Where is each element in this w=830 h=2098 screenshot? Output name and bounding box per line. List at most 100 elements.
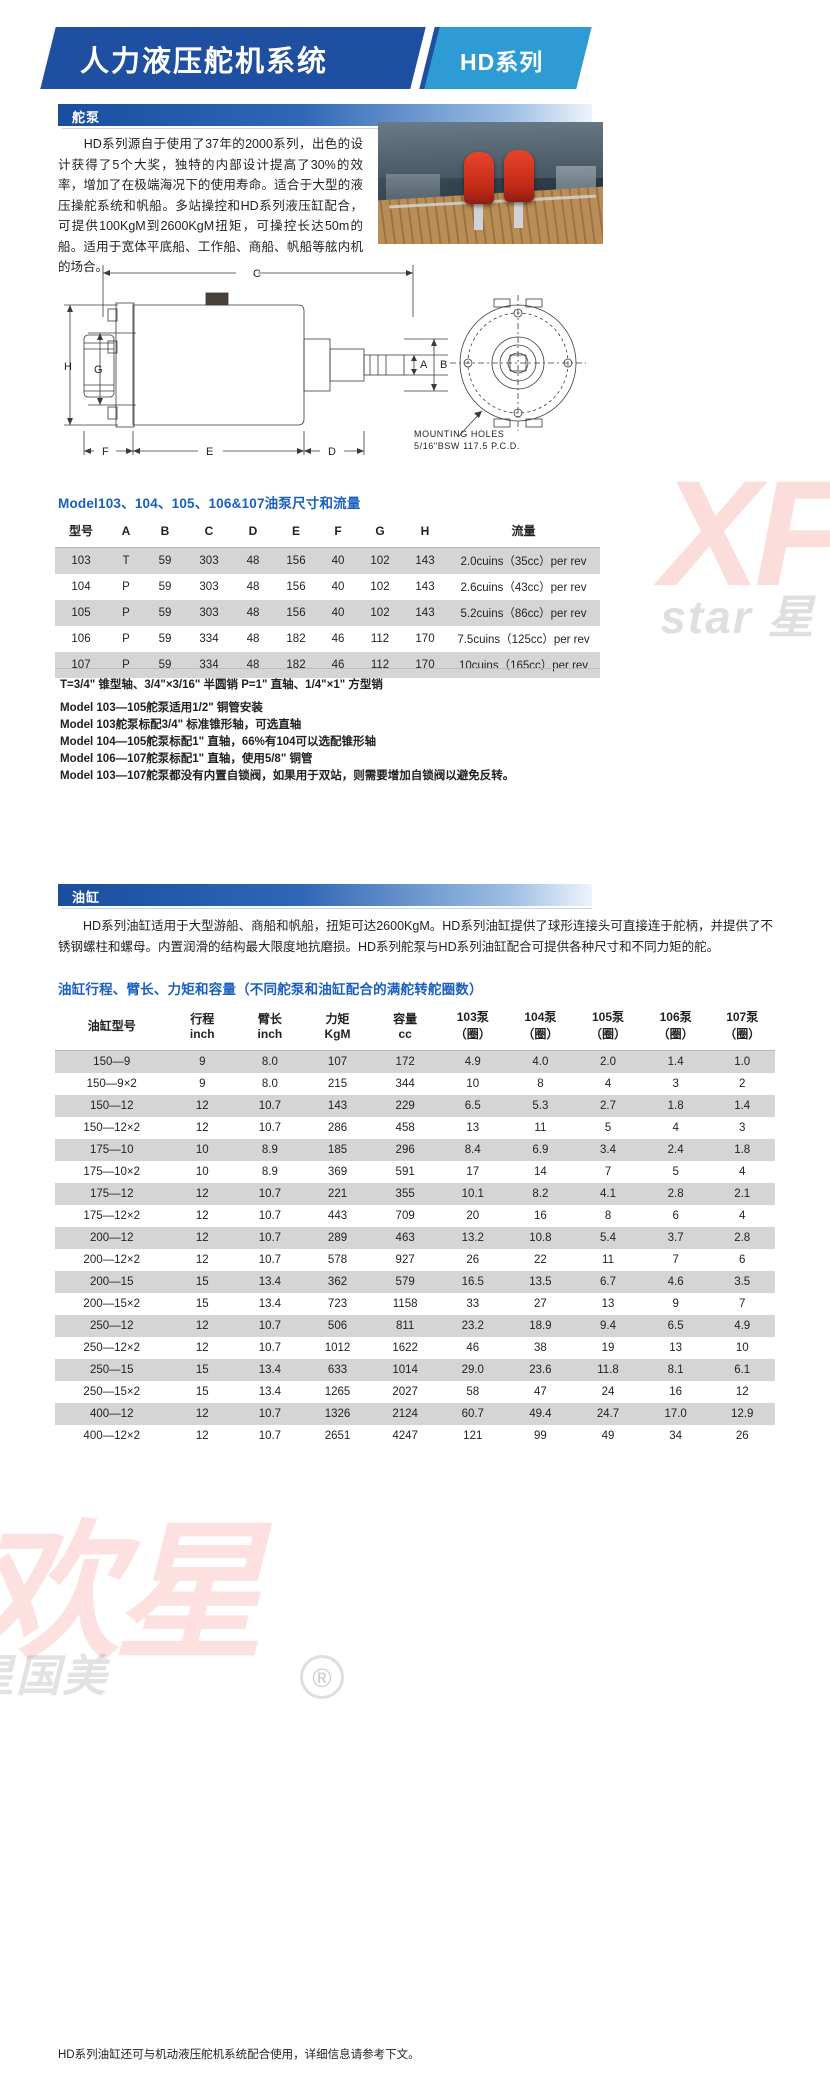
cyl-cell-r17-c4: 4247 bbox=[371, 1425, 439, 1447]
cyl-cell-r7-c2: 10.7 bbox=[236, 1205, 304, 1227]
cyl-cell-r5-c2: 8.9 bbox=[236, 1161, 304, 1183]
cyl-cell-r3-c6: 11 bbox=[506, 1117, 575, 1139]
cyl-cell-r2-c8: 1.8 bbox=[641, 1095, 710, 1117]
cyl-cell-r17-c7: 49 bbox=[574, 1425, 642, 1447]
pump-cell-r2-c2: 59 bbox=[145, 600, 185, 626]
cylinder-table-header-8: 106泵 （圈） bbox=[641, 1002, 710, 1051]
cyl-cell-r5-c0: 175—10×2 bbox=[55, 1161, 169, 1183]
cyl-cell-r7-c3: 443 bbox=[303, 1205, 372, 1227]
table-row: 107 P 59 334 48 182 46 112 170 10cuins（165cc）per … bbox=[55, 652, 600, 678]
table-row: 175—10 10 8.9 185 296 8.4 6.9 3.4 2.4 1.8 bbox=[55, 1139, 775, 1161]
cyl-cell-r7-c0: 175—12×2 bbox=[55, 1205, 169, 1227]
cyl-cell-r6-c1: 12 bbox=[168, 1183, 237, 1205]
pump-cell-r3-c9: 7.5cuins（125cc）per rev bbox=[447, 626, 600, 652]
cyl-cell-r11-c7: 13 bbox=[574, 1293, 642, 1315]
cyl-cell-r0-c9: 1.0 bbox=[709, 1050, 775, 1073]
cyl-cell-r6-c4: 355 bbox=[371, 1183, 439, 1205]
pump-table: 型号 A B C D E F G H 流量 103 T 59 303 48 156 40 102 143 2.0cu… bbox=[55, 516, 600, 678]
cyl-cell-r8-c1: 12 bbox=[168, 1227, 237, 1249]
cyl-cell-r16-c8: 17.0 bbox=[641, 1403, 710, 1425]
pump-table-header-8: H bbox=[403, 516, 447, 548]
cyl-cell-r16-c7: 24.7 bbox=[574, 1403, 642, 1425]
cyl-cell-r7-c5: 20 bbox=[438, 1205, 507, 1227]
pump-cell-r2-c3: 303 bbox=[185, 600, 233, 626]
table-row: 103 T 59 303 48 156 40 102 143 2.0cuins（35cc）per … bbox=[55, 547, 600, 574]
cyl-cell-r17-c8: 34 bbox=[641, 1425, 710, 1447]
cyl-cell-r13-c2: 10.7 bbox=[236, 1337, 304, 1359]
pump-table-header-0: 型号 bbox=[55, 516, 107, 548]
cyl-cell-r10-c4: 579 bbox=[371, 1271, 439, 1293]
cyl-cell-r6-c3: 221 bbox=[303, 1183, 372, 1205]
cyl-cell-r13-c8: 13 bbox=[641, 1337, 710, 1359]
cyl-cell-r8-c6: 10.8 bbox=[506, 1227, 575, 1249]
cyl-cell-r2-c3: 143 bbox=[303, 1095, 372, 1117]
photo-helm-seat-1 bbox=[464, 152, 494, 204]
cylinder-header-line2: （圈） bbox=[454, 1027, 491, 1041]
cyl-cell-r0-c8: 1.4 bbox=[641, 1050, 710, 1073]
cylinder-header-line2: （圈） bbox=[724, 1027, 761, 1041]
pump-note-2: Model 104—105舵泵标配1" 直轴，66%有104可以选配锥形轴 bbox=[60, 736, 377, 748]
cyl-cell-r13-c4: 1622 bbox=[371, 1337, 439, 1359]
pump-cell-r3-c8: 170 bbox=[403, 626, 447, 652]
cylinder-header-line1: 臂长 bbox=[257, 1011, 282, 1026]
cyl-cell-r12-c1: 12 bbox=[168, 1315, 237, 1337]
table-row: 105 P 59 303 48 156 40 102 143 5.2cuins（86cc）per … bbox=[55, 600, 600, 626]
pump-table-divider bbox=[55, 668, 600, 669]
cyl-cell-r14-c2: 13.4 bbox=[236, 1359, 304, 1381]
cyl-cell-r17-c2: 10.7 bbox=[236, 1425, 304, 1447]
cyl-cell-r9-c7: 11 bbox=[574, 1249, 642, 1271]
cyl-cell-r12-c4: 811 bbox=[371, 1315, 439, 1337]
table-row: 400—12 12 10.7 1326 2124 60.7 49.4 24.7 17.0 12.9 bbox=[55, 1403, 775, 1425]
cyl-cell-r15-c8: 16 bbox=[641, 1381, 710, 1403]
cyl-cell-r16-c9: 12.9 bbox=[709, 1403, 775, 1425]
cyl-cell-r8-c2: 10.7 bbox=[236, 1227, 304, 1249]
cyl-cell-r14-c9: 6.1 bbox=[709, 1359, 775, 1381]
cyl-cell-r12-c5: 23.2 bbox=[438, 1315, 507, 1337]
cyl-cell-r9-c4: 927 bbox=[371, 1249, 439, 1271]
table-row: 200—15 15 13.4 362 579 16.5 13.5 6.7 4.6 3.5 bbox=[55, 1271, 775, 1293]
cyl-cell-r5-c6: 14 bbox=[506, 1161, 575, 1183]
table-row: 175—10×2 10 8.9 369 591 17 14 7 5 4 bbox=[55, 1161, 775, 1183]
cyl-cell-r12-c9: 4.9 bbox=[709, 1315, 775, 1337]
cylinder-header-line2: （圈） bbox=[522, 1027, 559, 1041]
table-row: 150—12 12 10.7 143 229 6.5 5.3 2.7 1.8 1.4 bbox=[55, 1095, 775, 1117]
table-row: 150—9×2 9 8.0 215 344 10 8 4 3 2 bbox=[55, 1073, 775, 1095]
pump-cell-r4-c6: 46 bbox=[319, 652, 357, 678]
pump-cell-r4-c0: 107 bbox=[55, 652, 107, 678]
pump-cell-r0-c0: 103 bbox=[55, 547, 107, 574]
cyl-cell-r10-c0: 200—15 bbox=[55, 1271, 169, 1293]
cyl-cell-r14-c5: 29.0 bbox=[438, 1359, 507, 1381]
dim-label-h: H bbox=[64, 361, 72, 373]
cylinder-header-line2: inch bbox=[257, 1026, 283, 1041]
cylinder-table-header-2: 臂长 inch bbox=[236, 1002, 304, 1051]
cylinder-table-header-9: 107泵 （圈） bbox=[709, 1002, 775, 1051]
cyl-cell-r11-c4: 1158 bbox=[371, 1293, 439, 1315]
cyl-cell-r0-c7: 2.0 bbox=[574, 1050, 642, 1073]
cylinder-header-line1: 106泵 bbox=[659, 1010, 692, 1024]
table-row: 106 P 59 334 48 182 46 112 170 7.5cuins（125cc）per… bbox=[55, 626, 600, 652]
cyl-cell-r2-c9: 1.4 bbox=[709, 1095, 775, 1117]
cyl-cell-r11-c5: 33 bbox=[438, 1293, 507, 1315]
cyl-cell-r4-c0: 175—10 bbox=[55, 1139, 169, 1161]
cyl-cell-r14-c8: 8.1 bbox=[641, 1359, 710, 1381]
cylinder-header-line1: 105泵 bbox=[592, 1010, 625, 1024]
cyl-cell-r10-c8: 4.6 bbox=[641, 1271, 710, 1293]
table-row: 175—12 12 10.7 221 355 10.1 8.2 4.1 2.8 2.1 bbox=[55, 1183, 775, 1205]
cyl-cell-r11-c6: 27 bbox=[506, 1293, 575, 1315]
cyl-cell-r14-c7: 11.8 bbox=[574, 1359, 642, 1381]
cyl-cell-r4-c5: 8.4 bbox=[438, 1139, 507, 1161]
cylinder-table-header-3: 力矩 KgM bbox=[303, 1002, 372, 1051]
cyl-cell-r9-c0: 200—12×2 bbox=[55, 1249, 169, 1271]
cyl-cell-r6-c7: 4.1 bbox=[574, 1183, 642, 1205]
section-header-cylinder: 油缸 bbox=[58, 884, 592, 906]
cyl-cell-r6-c9: 2.1 bbox=[709, 1183, 775, 1205]
pump-cell-r3-c5: 182 bbox=[273, 626, 319, 652]
cyl-cell-r5-c9: 4 bbox=[709, 1161, 775, 1183]
cyl-cell-r16-c0: 400—12 bbox=[55, 1403, 169, 1425]
pump-cell-r1-c3: 303 bbox=[185, 574, 233, 600]
pump-note-4: Model 103—107舵泵都没有内置自锁阀，如果用于双站，则需要增加自锁阀以… bbox=[60, 770, 515, 782]
cyl-cell-r9-c6: 22 bbox=[506, 1249, 575, 1271]
cyl-cell-r0-c2: 8.0 bbox=[236, 1050, 304, 1073]
pump-cell-r4-c1: P bbox=[107, 652, 145, 678]
cyl-cell-r1-c7: 4 bbox=[574, 1073, 642, 1095]
